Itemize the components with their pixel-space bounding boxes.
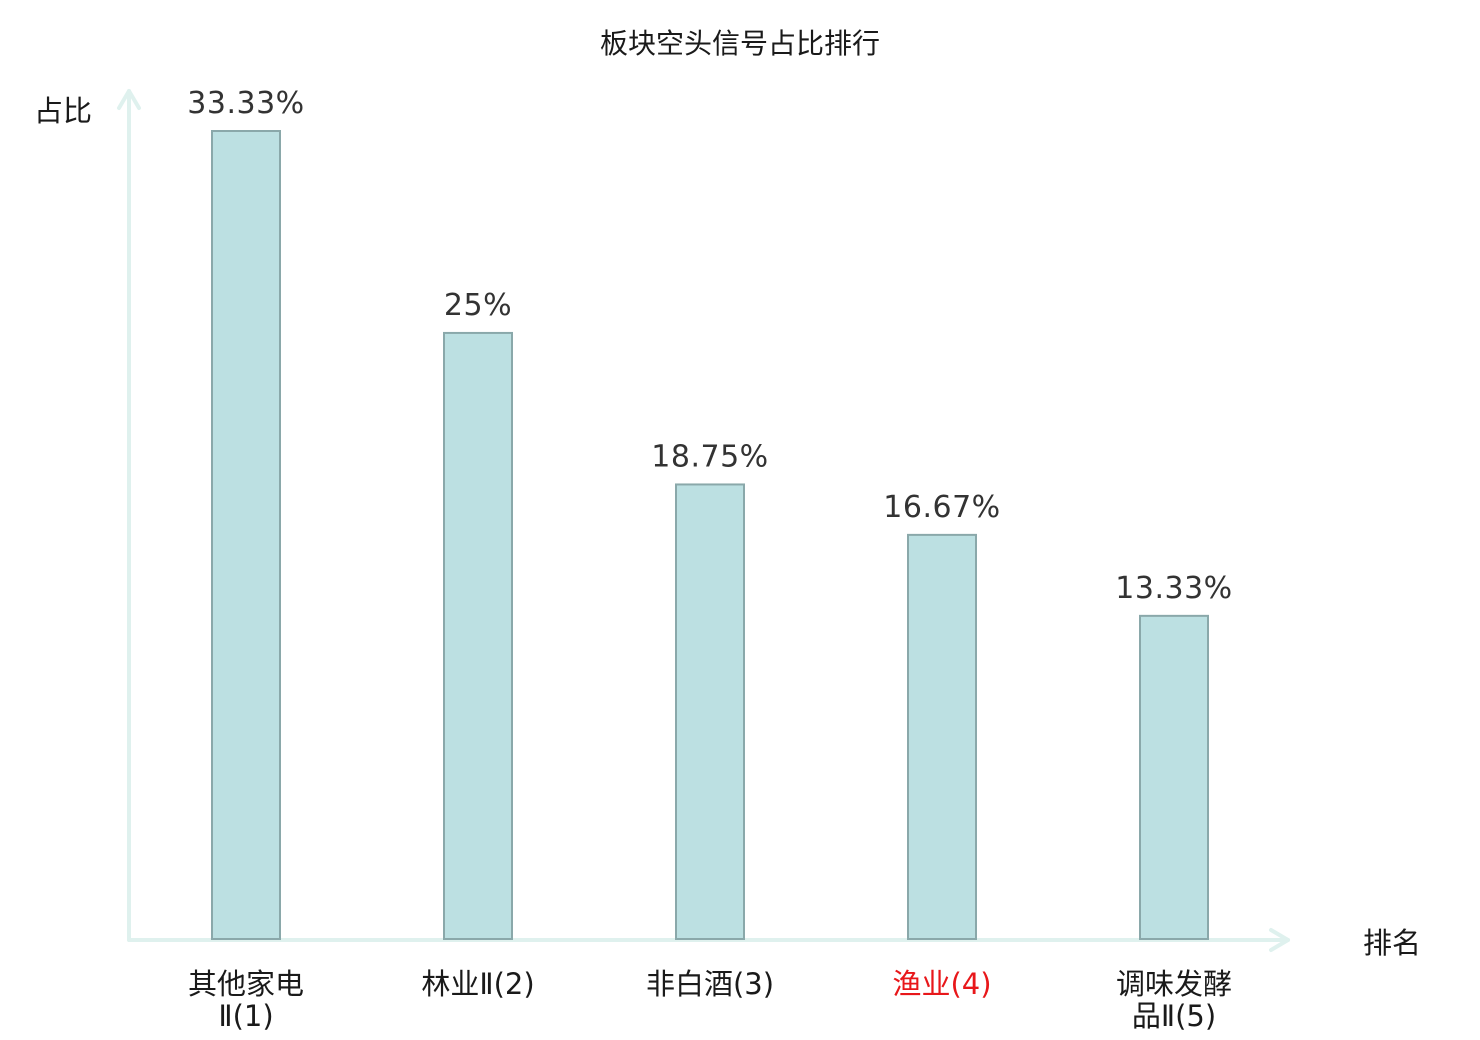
category-label: 其他家电 Ⅱ(1) [188,967,304,1033]
value-labels: 33.33% 25% 18.75% 16.67% 13.33% [187,86,1232,606]
x-axis-arrow-icon [1269,928,1290,952]
value-label: 25% [444,288,512,323]
x-axis-label: 排名 [1363,926,1421,960]
value-label: 16.67% [883,490,1000,525]
y-axis-label: 占比 [34,94,92,128]
chart-title: 板块空头信号占比排行 [600,27,880,60]
category-label: 渔业(4) [892,967,991,1001]
category-label: 调味发酵品Ⅱ(5) [1116,967,1232,1033]
value-label: 33.33% [187,86,304,121]
y-axis-arrow-icon [117,89,141,110]
category-label: 林业Ⅱ(2) [421,967,534,1001]
bars [211,130,1209,941]
category-labels: 其他家电 Ⅱ(1) 林业Ⅱ(2) 非白酒(3) 渔业(4) 调味发酵品Ⅱ(5) [188,967,1232,1033]
bar [675,483,745,940]
bar [443,331,513,940]
category-label: 非白酒(3) [646,967,774,1001]
value-label: 13.33% [1115,571,1232,606]
bar [211,130,281,940]
value-label: 18.75% [651,439,768,474]
bar [1139,614,1209,941]
bar [907,533,977,940]
